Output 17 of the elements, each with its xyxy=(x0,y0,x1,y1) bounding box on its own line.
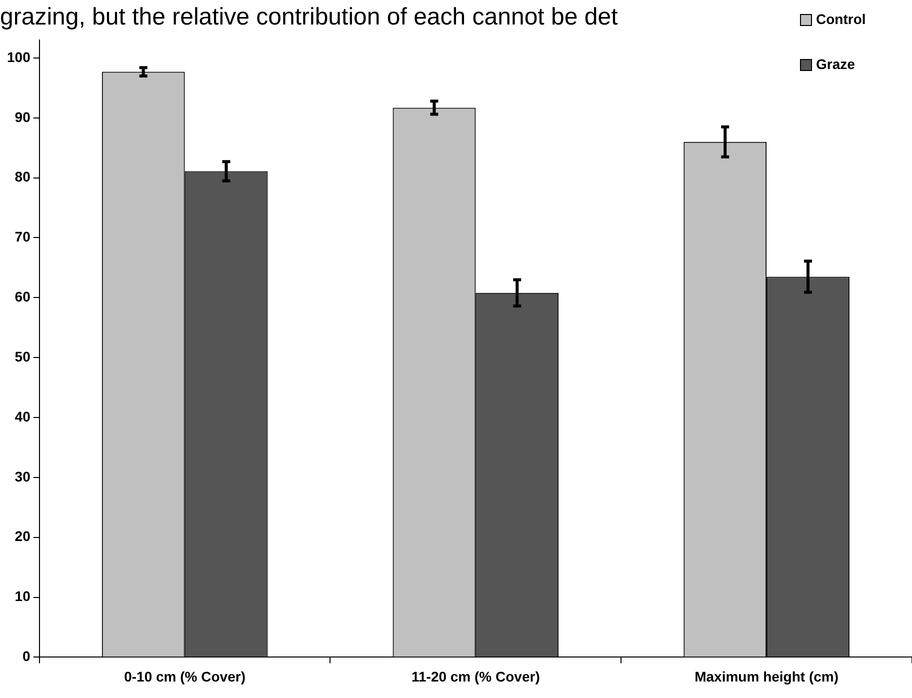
x-tick-label: Maximum height (cm) xyxy=(694,668,839,684)
legend-label: Control xyxy=(816,10,866,27)
text: grazing, but the relative contribution of each cannot be det xyxy=(0,4,618,31)
y-tick-label: 90 xyxy=(14,108,31,125)
x-tick-label: 11-20 cm (% Cover) xyxy=(411,668,540,684)
x-tick-label: 0-10 cm (% Cover) xyxy=(124,668,246,684)
y-tick-label: 20 xyxy=(14,528,31,544)
y-tick-label: 80 xyxy=(14,168,31,185)
legend-label: Graze xyxy=(816,56,856,72)
y-tick-label: 70 xyxy=(14,228,31,245)
y-tick-label: 60 xyxy=(14,288,31,305)
y-tick-label: 10 xyxy=(14,588,31,604)
y-tick-label: 30 xyxy=(14,468,31,484)
y-tick-label: 100 xyxy=(7,48,31,65)
y-tick-label: 40 xyxy=(14,408,31,424)
y-tick-label: 0 xyxy=(22,648,31,664)
y-tick-label: 50 xyxy=(14,348,31,364)
